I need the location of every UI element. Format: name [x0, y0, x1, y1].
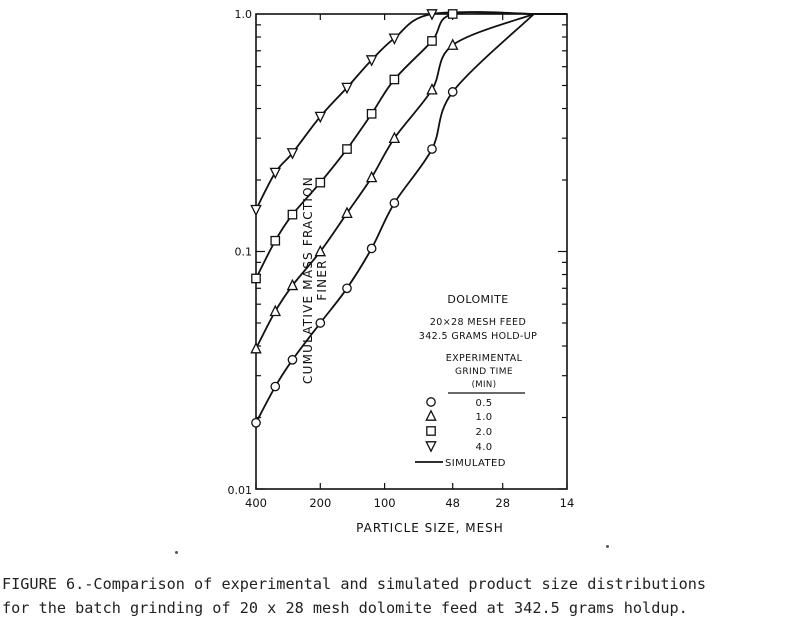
- data-point-circle: [366, 243, 377, 254]
- data-point-triangle-down: [388, 33, 401, 45]
- y-tick-label: 0.01: [228, 484, 253, 497]
- data-point-square: [287, 209, 298, 220]
- data-point-square: [447, 9, 458, 19]
- data-point-triangle-up: [388, 131, 401, 144]
- data-point-triangle-up: [314, 244, 327, 257]
- x-tick-label: 48: [445, 496, 460, 510]
- data-point-triangle-down: [250, 204, 262, 217]
- legend-marker-triangle-up: [425, 409, 437, 421]
- legend-marker-square: [426, 426, 436, 436]
- data-point-circle: [342, 283, 352, 294]
- data-point-square: [270, 235, 281, 246]
- data-point-circle: [287, 354, 298, 365]
- data-point-triangle-down: [341, 82, 353, 95]
- simulated-curve-1-0: [255, 13, 535, 350]
- data-point-triangle-up: [269, 304, 282, 317]
- data-point-triangle-up: [341, 206, 353, 219]
- figure-caption-line-1: FIGURE 6.-Comparison of experimental and…: [2, 575, 707, 593]
- legend: DOLOMITE 20×28 MESH FEED 342.5 GRAMS HOLD-…: [415, 293, 537, 469]
- x-tick-label: 200: [309, 496, 331, 510]
- simulated-curve-0-5: [255, 13, 535, 424]
- y-axis-ticks: 1.0 0.1 0.01: [228, 8, 567, 497]
- data-point-circle: [315, 318, 326, 328]
- data-point-triangle-up: [446, 38, 459, 50]
- legend-entry: 0.5: [475, 398, 492, 409]
- legend-feed: 20×28 MESH FEED: [430, 317, 526, 328]
- legend-simulated-label: SIMULATED: [445, 458, 506, 469]
- data-point-square: [389, 74, 400, 85]
- legend-marker-circle: [426, 397, 436, 407]
- data-point-square: [366, 108, 377, 119]
- data-point-circle: [251, 417, 261, 428]
- x-axis-label: PARTICLE SIZE, MESH: [356, 521, 504, 535]
- data-point-triangle-down: [365, 55, 378, 67]
- legend-marker-triangle-down: [425, 441, 437, 453]
- data-point-circle: [427, 144, 437, 154]
- y-axis-label: CUMULATIVE MASS FRACTION FINER: [301, 176, 329, 384]
- data-point-triangle-up: [365, 170, 378, 183]
- x-tick-label: 100: [374, 496, 396, 510]
- data-point-circle: [447, 87, 458, 97]
- data-markers: [250, 9, 459, 428]
- figure-caption-line-2: for the batch grinding of 20 x 28 mesh d…: [2, 599, 688, 617]
- legend-subtitle: GRIND TIME: [455, 367, 513, 377]
- legend-entry: 1.0: [475, 412, 492, 423]
- data-point-square: [427, 36, 437, 46]
- data-point-square: [315, 177, 326, 188]
- simulated-curve-2-0: [255, 11, 534, 279]
- legend-entry: 2.0: [475, 427, 492, 438]
- x-tick-label: 28: [495, 496, 510, 510]
- data-point-square: [342, 144, 352, 154]
- data-point-triangle-up: [426, 83, 438, 95]
- legend-holdup: 342.5 GRAMS HOLD-UP: [419, 331, 537, 342]
- y-tick-label: 0.1: [235, 246, 253, 259]
- data-point-circle: [270, 381, 281, 392]
- scan-speck: [606, 545, 609, 548]
- x-axis-ticks: 400 200 100 48 28 14: [245, 14, 574, 510]
- data-point-triangle-down: [314, 111, 327, 124]
- x-tick-label: 400: [245, 496, 267, 510]
- legend-entry: 4.0: [475, 442, 492, 453]
- legend-subtitle: EXPERIMENTAL: [446, 353, 523, 364]
- data-point-circle: [389, 198, 400, 208]
- data-point-triangle-down: [269, 167, 282, 180]
- legend-title: DOLOMITE: [447, 293, 508, 306]
- data-point-triangle-down: [286, 148, 299, 160]
- scan-speck: [175, 551, 178, 554]
- y-tick-label: 1.0: [235, 8, 253, 21]
- data-point-triangle-down: [426, 9, 438, 21]
- data-point-triangle-up: [286, 278, 299, 291]
- data-point-triangle-up: [250, 341, 262, 354]
- x-tick-label: 14: [560, 496, 575, 510]
- legend-subtitle: (MIN): [472, 380, 497, 390]
- data-point-square: [251, 273, 261, 284]
